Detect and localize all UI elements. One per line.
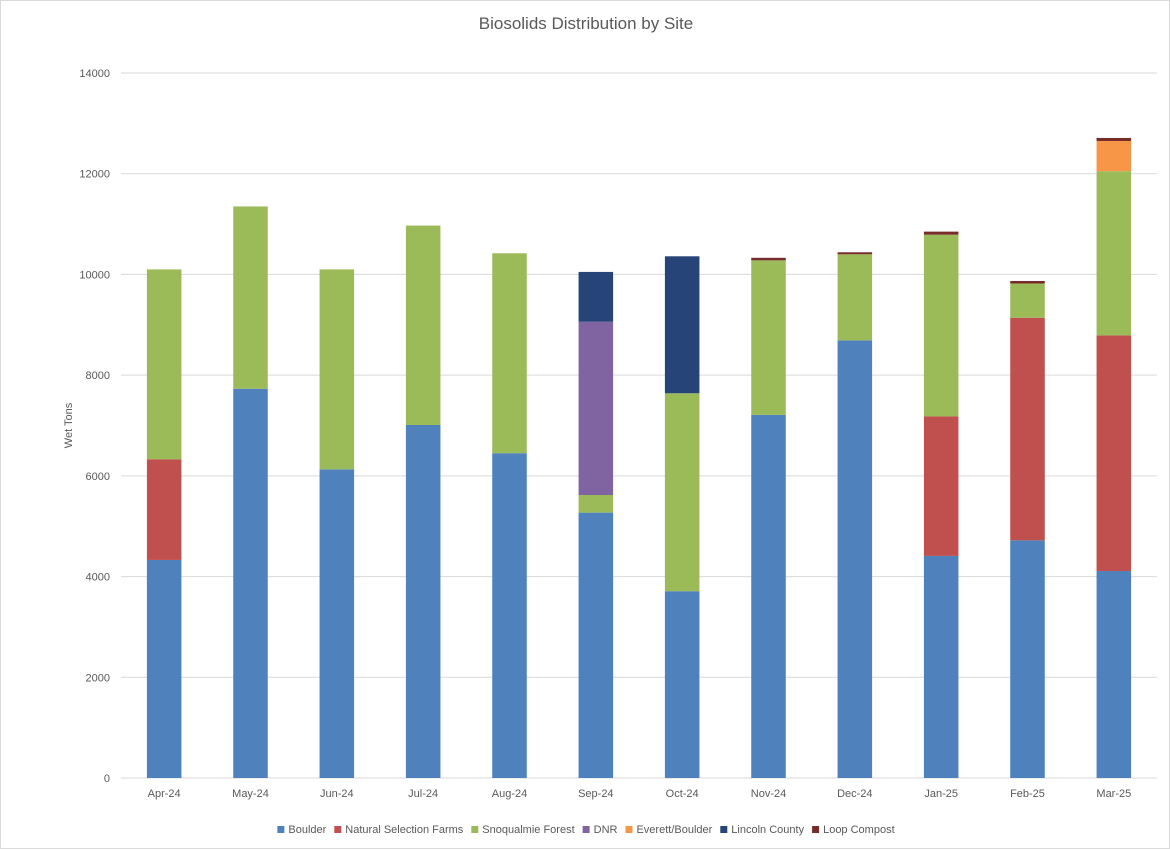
- bar-segment-snoqualmie-forest-mar-25: [1096, 171, 1132, 336]
- bar-segment-natural-selection-farms-mar-25: [1096, 335, 1132, 572]
- legend-label: Natural Selection Farms: [345, 824, 463, 836]
- bar-segment-lincoln-county-oct-24: [664, 256, 700, 394]
- legend-label: Boulder: [288, 824, 326, 836]
- y-tick-label: 0: [104, 773, 110, 785]
- bar-segment-boulder-sep-24: [578, 512, 614, 778]
- y-tick-label: 2000: [86, 672, 110, 684]
- legend-swatch-boulder: [277, 826, 285, 833]
- x-tick-label: Mar-25: [1096, 788, 1131, 800]
- bar-segment-loop-compost-dec-24: [837, 252, 873, 255]
- legend-swatch-snoqualmie-forest: [471, 826, 479, 833]
- bar-segment-boulder-feb-25: [1010, 540, 1045, 778]
- bar-segment-natural-selection-farms-jan-25: [923, 416, 959, 556]
- legend-label: Everett/Boulder: [636, 824, 712, 836]
- bar-segment-natural-selection-farms-feb-25: [1010, 317, 1045, 541]
- bar-segment-dnr-sep-24: [578, 321, 614, 495]
- bars: [146, 137, 1132, 778]
- bar-segment-snoqualmie-forest-oct-24: [664, 393, 700, 592]
- bar-segment-snoqualmie-forest-may-24: [233, 206, 268, 389]
- x-tick-label: May-24: [232, 788, 269, 800]
- x-tick-label: Dec-24: [837, 788, 872, 800]
- x-tick-label: Apr-24: [148, 788, 181, 800]
- bar-segment-snoqualmie-forest-jun-24: [319, 269, 355, 470]
- legend-label: Snoqualmie Forest: [482, 824, 574, 836]
- bar-segment-snoqualmie-forest-sep-24: [578, 494, 614, 513]
- bar-segment-boulder-jun-24: [319, 469, 355, 778]
- bar-segment-snoqualmie-forest-feb-25: [1010, 283, 1045, 318]
- y-tick-label: 10000: [79, 269, 110, 281]
- y-tick-label: 4000: [86, 572, 110, 584]
- bar-segment-boulder-dec-24: [837, 340, 873, 778]
- x-tick-label: Sep-24: [578, 788, 613, 800]
- bar-segment-snoqualmie-forest-jul-24: [405, 225, 441, 425]
- x-tick-label: Nov-24: [751, 788, 786, 800]
- bar-segment-loop-compost-feb-25: [1010, 280, 1045, 284]
- bar-segment-lincoln-county-sep-24: [578, 271, 614, 322]
- legend-label: Loop Compost: [823, 824, 895, 836]
- bar-segment-boulder-oct-24: [664, 591, 700, 778]
- bar-segment-boulder-jan-25: [923, 555, 959, 778]
- bar-segment-boulder-may-24: [233, 388, 268, 778]
- legend-label: Lincoln County: [731, 824, 804, 836]
- bar-segment-everett-boulder-mar-25: [1096, 140, 1132, 172]
- x-tick-label: Jun-24: [320, 788, 354, 800]
- y-axis-ticks: 0 2000 4000 6000 8000 10000 12000 14000: [79, 68, 110, 785]
- x-axis-ticks: Apr-24 May-24 Jun-24 Jul-24 Aug-24 Sep-24 Oct-…: [148, 788, 1132, 800]
- chart-title: Biosolids Distribution by Site: [479, 14, 693, 33]
- bar-segment-boulder-nov-24: [751, 414, 786, 778]
- legend-swatch-dnr: [582, 826, 590, 833]
- legend-swatch-loop-compost: [812, 826, 820, 833]
- legend-swatch-everett-boulder: [625, 826, 633, 833]
- legend-swatch-lincoln-county: [720, 826, 728, 833]
- bar-segment-boulder-jul-24: [405, 424, 441, 778]
- x-tick-label: Aug-24: [492, 788, 527, 800]
- x-tick-label: Jan-25: [924, 788, 958, 800]
- bar-segment-loop-compost-mar-25: [1096, 137, 1132, 141]
- bar-segment-loop-compost-nov-24: [751, 257, 786, 261]
- bar-segment-snoqualmie-forest-nov-24: [751, 260, 786, 415]
- x-tick-label: Oct-24: [666, 788, 699, 800]
- y-axis-label: Wet Tons: [63, 402, 75, 448]
- bar-segment-snoqualmie-forest-dec-24: [837, 254, 873, 341]
- bar-segment-natural-selection-farms-apr-24: [146, 459, 182, 560]
- y-tick-label: 14000: [79, 68, 110, 80]
- bar-segment-snoqualmie-forest-jan-25: [923, 234, 959, 417]
- legend-label: DNR: [594, 824, 618, 836]
- bar-segment-snoqualmie-forest-apr-24: [146, 269, 182, 460]
- bar-segment-boulder-aug-24: [492, 453, 527, 778]
- legend-swatch-natural-selection-farms: [334, 826, 342, 833]
- x-tick-label: Jul-24: [408, 788, 438, 800]
- y-tick-label: 8000: [86, 370, 110, 382]
- bar-segment-boulder-mar-25: [1096, 571, 1132, 778]
- bar-segment-boulder-apr-24: [146, 559, 182, 778]
- x-tick-label: Feb-25: [1010, 788, 1045, 800]
- bar-segment-loop-compost-jan-25: [923, 231, 959, 235]
- legend: Boulder Natural Selection Farms Snoqualmie…: [277, 824, 895, 836]
- gridlines: [121, 72, 1157, 779]
- y-tick-label: 6000: [86, 471, 110, 483]
- y-tick-label: 12000: [79, 169, 110, 181]
- bar-segment-snoqualmie-forest-aug-24: [492, 253, 527, 454]
